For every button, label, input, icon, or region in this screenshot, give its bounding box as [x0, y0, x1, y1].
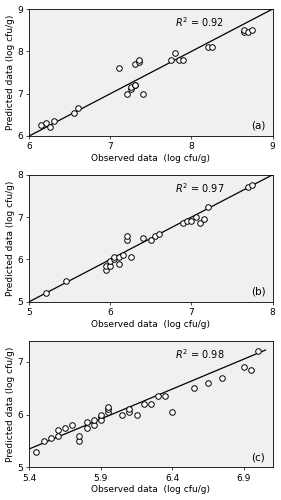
Y-axis label: Predicted data (log cfu/g): Predicted data (log cfu/g)	[6, 346, 15, 462]
Point	[124, 232, 129, 240]
Point	[134, 410, 139, 418]
Point	[41, 437, 46, 445]
Point	[201, 215, 206, 223]
Point	[142, 400, 146, 408]
Point	[156, 392, 160, 400]
Text: (a): (a)	[251, 121, 265, 131]
X-axis label: Observed data  (log cfu/g): Observed data (log cfu/g)	[91, 486, 210, 494]
Point	[112, 254, 117, 262]
Point	[210, 43, 214, 51]
Text: (c): (c)	[251, 452, 265, 462]
Point	[127, 406, 132, 413]
Point	[108, 258, 113, 266]
Point	[197, 220, 202, 228]
Point	[64, 276, 68, 284]
Point	[157, 230, 161, 238]
Point	[173, 50, 178, 58]
Point	[181, 56, 186, 64]
Text: $R^2$ = 0.97: $R^2$ = 0.97	[175, 181, 225, 195]
Text: (b): (b)	[251, 286, 265, 296]
Point	[149, 236, 153, 244]
Point	[63, 424, 67, 432]
Point	[127, 408, 132, 416]
Point	[140, 90, 145, 98]
Point	[43, 289, 48, 297]
Point	[106, 402, 110, 410]
Point	[250, 182, 255, 190]
Point	[47, 124, 52, 132]
Point	[116, 64, 121, 72]
Point	[128, 86, 133, 94]
Point	[120, 410, 124, 418]
Point	[120, 251, 125, 259]
Point	[106, 408, 110, 416]
Point	[84, 424, 89, 432]
Point	[76, 104, 80, 112]
Point	[34, 448, 39, 456]
Point	[104, 262, 108, 270]
Point	[220, 374, 225, 382]
Point	[56, 432, 60, 440]
Point	[116, 260, 121, 268]
Point	[137, 56, 141, 64]
Point	[132, 81, 137, 89]
Point	[99, 410, 103, 418]
Point	[124, 236, 129, 244]
Point	[169, 56, 173, 64]
Point	[256, 347, 260, 355]
Point	[56, 426, 60, 434]
Point	[92, 416, 96, 424]
Point	[249, 366, 253, 374]
Point	[246, 184, 250, 192]
Point	[72, 108, 76, 116]
Point	[242, 363, 246, 371]
Point	[149, 400, 153, 408]
Point	[99, 416, 103, 424]
Point	[51, 117, 56, 125]
Point	[99, 413, 103, 421]
Point	[137, 58, 141, 66]
Point	[153, 232, 157, 240]
Point	[170, 408, 175, 416]
Point	[242, 28, 246, 36]
X-axis label: Observed data  (log cfu/g): Observed data (log cfu/g)	[91, 154, 210, 163]
Y-axis label: Predicted data (log cfu/g): Predicted data (log cfu/g)	[6, 15, 15, 130]
Point	[185, 218, 190, 226]
Point	[84, 418, 89, 426]
Y-axis label: Predicted data (log cfu/g): Predicted data (log cfu/g)	[6, 180, 15, 296]
Point	[112, 256, 117, 264]
Point	[193, 213, 198, 221]
Point	[163, 392, 167, 400]
Text: $R^2$ = 0.92: $R^2$ = 0.92	[175, 16, 225, 29]
Point	[106, 406, 110, 413]
Point	[43, 119, 48, 127]
Point	[104, 266, 108, 274]
Point	[132, 60, 137, 68]
Point	[177, 56, 182, 64]
Point	[92, 421, 96, 429]
Point	[242, 26, 246, 34]
Point	[124, 90, 129, 98]
X-axis label: Observed data  (log cfu/g): Observed data (log cfu/g)	[91, 320, 210, 328]
Point	[132, 81, 137, 89]
Point	[192, 384, 196, 392]
Point	[49, 434, 53, 442]
Point	[140, 234, 145, 242]
Point	[189, 218, 194, 226]
Point	[181, 220, 186, 228]
Point	[250, 26, 255, 34]
Point	[70, 421, 74, 429]
Point	[206, 379, 210, 387]
Point	[205, 202, 210, 210]
Text: $R^2$ = 0.98: $R^2$ = 0.98	[175, 347, 225, 360]
Point	[39, 122, 44, 130]
Point	[77, 437, 82, 445]
Point	[128, 84, 133, 92]
Point	[246, 28, 250, 36]
Point	[108, 262, 113, 270]
Point	[128, 254, 133, 262]
Point	[77, 432, 82, 440]
Point	[205, 43, 210, 51]
Point	[116, 254, 121, 262]
